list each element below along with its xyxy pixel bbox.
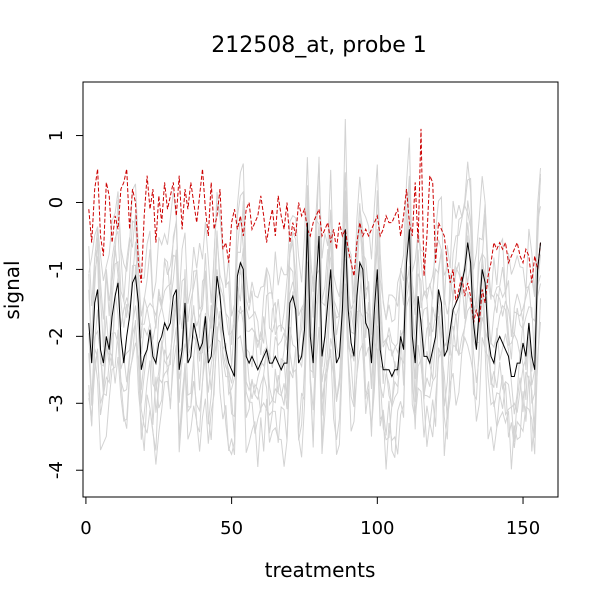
x-tick-label: 150 — [506, 518, 540, 539]
background-series-line — [88, 295, 541, 470]
y-tick-label: -2 — [46, 327, 67, 345]
highlight-series-group — [88, 128, 541, 378]
highlight-series-line — [88, 222, 541, 378]
background-series-line — [88, 199, 541, 384]
x-tick-label: 0 — [80, 518, 91, 539]
y-tick-label: -3 — [46, 394, 67, 412]
background-series-group — [88, 118, 541, 470]
y-tick-label: 1 — [46, 130, 67, 141]
y-tick-label: 0 — [46, 197, 67, 208]
x-tick-label: 100 — [360, 518, 394, 539]
y-tick-label: -1 — [46, 260, 67, 278]
background-series-line — [88, 173, 541, 360]
chart-title: 212508_at, probe 1 — [211, 33, 427, 58]
x-axis-label: treatments — [265, 558, 376, 582]
y-tick-label: -4 — [46, 461, 67, 479]
y-axis-label: signal — [0, 260, 24, 319]
y-axis: -4 -3 -2 -1 0 1 — [46, 130, 84, 479]
x-tick-label: 50 — [220, 518, 243, 539]
reference-series-line — [88, 128, 541, 324]
x-axis: 0 50 100 150 — [80, 496, 540, 539]
